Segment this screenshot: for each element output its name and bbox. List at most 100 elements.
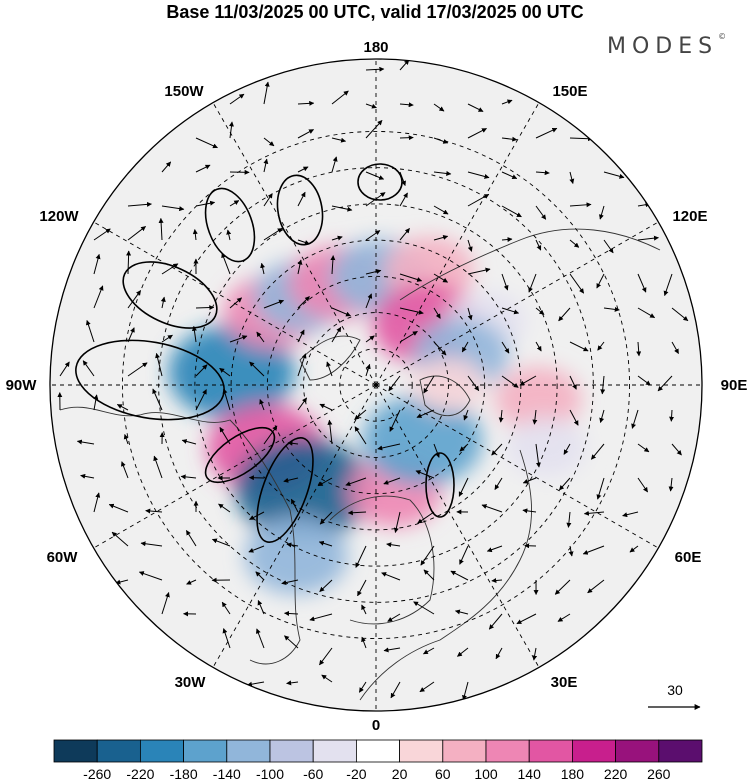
wind-arrow	[596, 273, 605, 289]
wind-arrow	[229, 335, 248, 343]
colorbar-swatch	[355, 739, 400, 763]
wind-arrow	[532, 409, 538, 425]
wind-arrow	[383, 647, 401, 653]
wind-arrow	[255, 571, 265, 581]
wind-arrow	[330, 255, 336, 275]
wind-arrow	[501, 375, 519, 388]
wind-arrow	[229, 121, 234, 139]
wind-arrow	[599, 205, 605, 220]
wind-arrow	[535, 307, 545, 315]
wind-arrow	[138, 571, 163, 581]
map-boundary	[49, 58, 703, 712]
wind-arrow	[381, 572, 401, 581]
wind-arrow	[248, 545, 265, 553]
wind-arrow	[433, 443, 440, 458]
wind-arrow	[161, 205, 185, 212]
colorbar-tick-label: 60	[435, 766, 451, 782]
lon-label-60e: 60E	[675, 549, 702, 566]
wind-arrow	[317, 477, 333, 487]
wind-arrow	[331, 90, 349, 105]
wind-arrow	[637, 273, 647, 293]
colorbar-swatch	[183, 739, 228, 763]
meridian-line	[212, 384, 377, 668]
wind-arrow	[222, 628, 231, 649]
wind-arrow	[557, 613, 571, 622]
colorbar-swatch	[528, 739, 573, 763]
wind-arrow	[399, 59, 410, 71]
wind-arrow	[519, 375, 537, 386]
wind-arrow	[229, 200, 240, 207]
wind-arrow	[93, 492, 101, 513]
wind-arrow	[140, 541, 163, 547]
wind-arrow	[318, 540, 333, 547]
wind-arrow	[637, 477, 649, 493]
wind-arrow	[417, 511, 435, 524]
lon-label-90e: 90E	[721, 377, 748, 394]
wind-arrow	[219, 367, 231, 377]
wind-arrow	[671, 341, 679, 354]
wind-arrow	[467, 375, 480, 392]
lon-label-30w: 30W	[175, 674, 207, 691]
wind-arrow	[420, 545, 435, 566]
colorbar-tick-label: 180	[561, 766, 585, 782]
wind-arrow	[491, 443, 503, 456]
anomaly-blob	[234, 437, 372, 541]
latitude-circle	[266, 275, 486, 495]
wind-arrow	[358, 681, 367, 693]
wind-arrow	[263, 81, 270, 105]
latitude-circle	[121, 130, 631, 640]
wind-arrow	[180, 474, 197, 480]
wind-arrow	[596, 477, 605, 500]
colorbar-tick-label: -100	[256, 766, 284, 782]
wind-arrow	[263, 425, 278, 445]
lon-label-30e: 30E	[551, 674, 578, 691]
lon-label-150w: 150W	[164, 83, 204, 100]
wind-arrow	[121, 461, 129, 479]
wind-arrow	[467, 267, 491, 275]
wind-arrow	[123, 434, 129, 445]
wind-arrow	[486, 545, 503, 553]
wind-arrow	[535, 239, 542, 251]
wind-arrow	[229, 93, 245, 105]
wind-arrow	[263, 299, 285, 309]
wind-arrow	[535, 443, 541, 468]
wind-arrow	[153, 455, 163, 479]
map-disc	[50, 59, 702, 711]
wind-arrow	[622, 511, 639, 518]
wind-arrow	[93, 394, 99, 411]
wind-arrow	[637, 307, 656, 319]
wind-arrow	[115, 579, 129, 585]
wind-arrow	[127, 226, 146, 241]
colorbar-swatch	[312, 739, 357, 763]
wind-arrow	[249, 361, 265, 377]
wind-arrow	[603, 306, 620, 312]
colorbar-swatch	[572, 739, 617, 763]
wind-arrow	[365, 103, 377, 109]
wind-arrow	[467, 239, 473, 252]
wind-arrow	[284, 610, 299, 616]
wind-arrow	[569, 375, 577, 390]
wind-arrow	[259, 399, 265, 411]
wind-arrow	[516, 613, 537, 625]
colorbar-swatch	[615, 739, 660, 763]
wind-arrow	[423, 647, 435, 655]
colorbar-tick-label: 260	[647, 766, 671, 782]
wind-arrow	[116, 404, 129, 411]
wind-arrow	[535, 205, 547, 220]
wind-arrow	[433, 307, 441, 319]
wind-arrow	[535, 127, 558, 139]
wind-arrow	[365, 230, 381, 241]
wind-arrow	[331, 137, 347, 143]
wind-arrow	[246, 681, 265, 687]
wind-arrow	[85, 319, 95, 343]
lon-label-150e: 150E	[552, 83, 587, 100]
wind-arrow	[297, 166, 309, 173]
wind-arrow	[365, 120, 383, 139]
wind-arrow	[390, 681, 401, 699]
wind-arrow	[399, 192, 408, 207]
latitude-circle	[194, 203, 558, 567]
wind-arrow	[127, 201, 152, 207]
wind-arrow	[399, 273, 423, 282]
wind-arrow	[161, 334, 173, 343]
wind-arrow	[365, 171, 385, 180]
